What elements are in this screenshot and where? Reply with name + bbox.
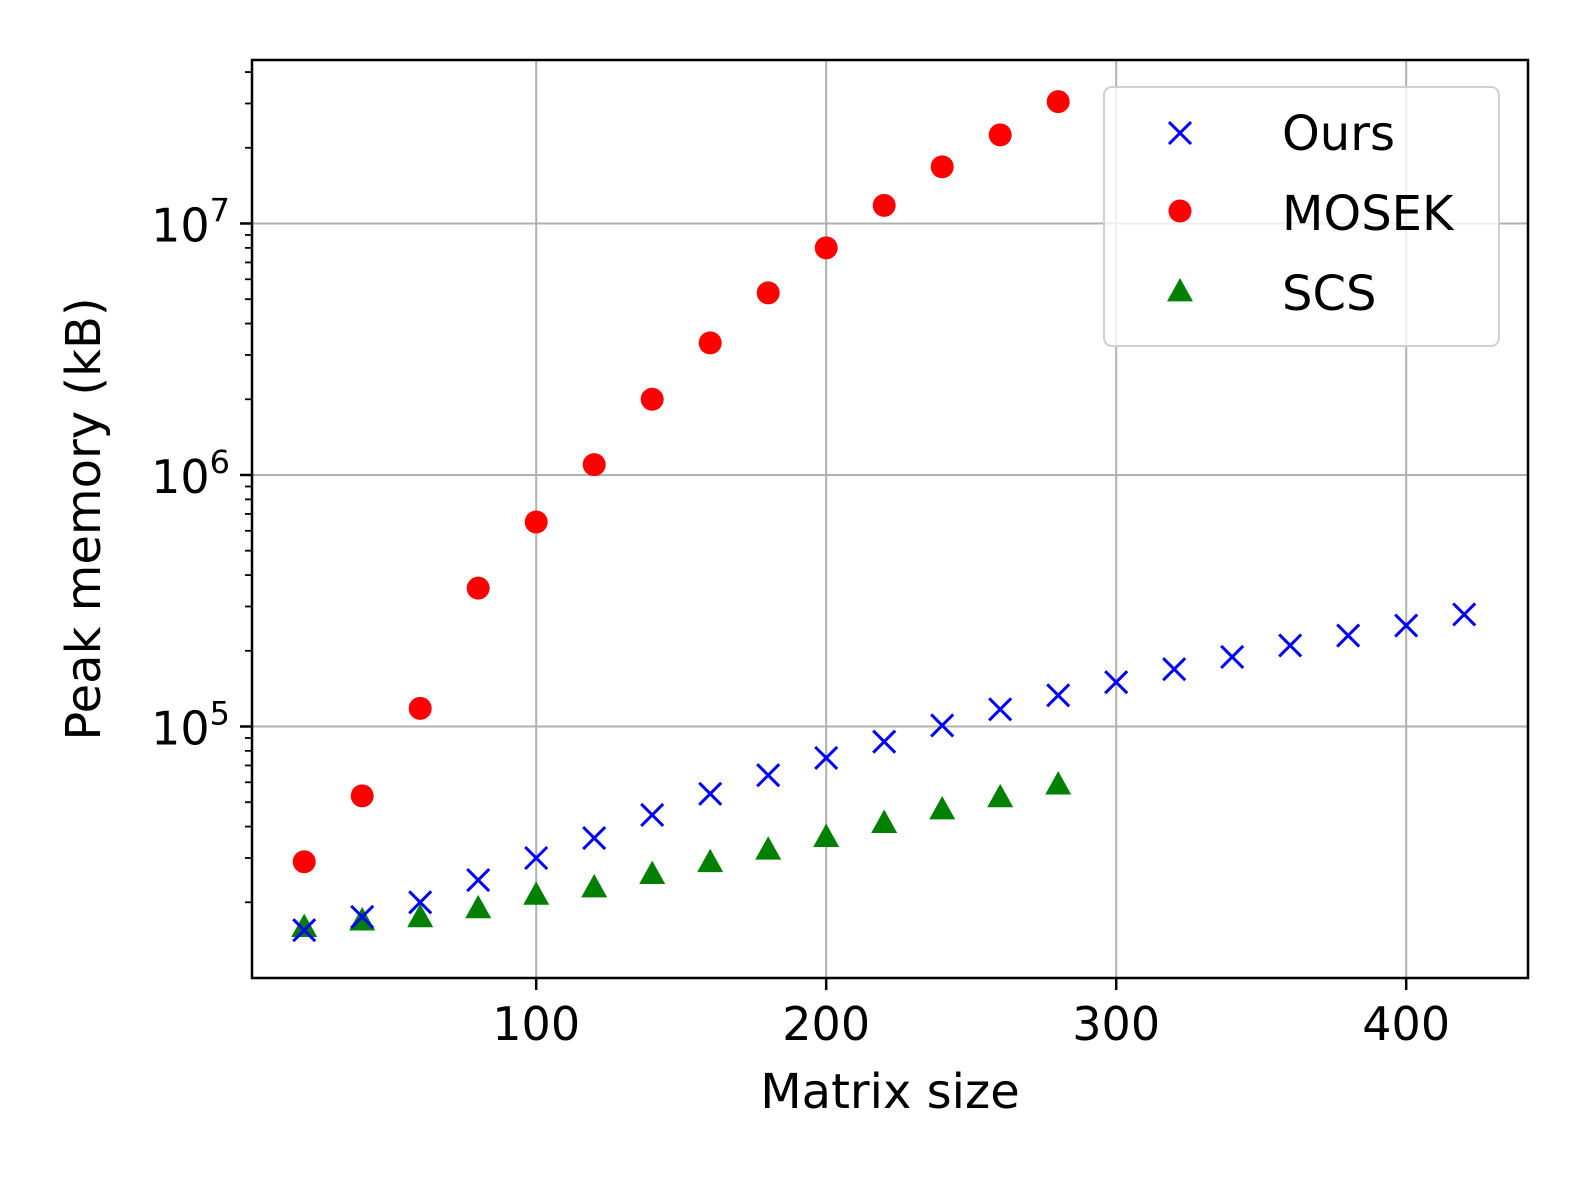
data-point-mosek [872,193,896,217]
data-point-mosek [814,236,838,260]
x-tick-label: 400 [1362,997,1450,1051]
y-tick-label: 107 [151,191,230,252]
data-point-scs [291,913,318,938]
x-tick-label: 200 [782,997,870,1051]
data-point-ours [1278,633,1303,658]
data-point-ours [756,763,781,788]
legend-box [1103,86,1500,347]
data-point-mosek [930,155,954,179]
x-tick-label: 300 [1072,997,1160,1051]
data-point-ours [872,729,897,754]
data-point-ours [524,845,549,871]
data-point-ours [350,904,375,929]
data-point-mosek [640,387,664,411]
data-point-ours [1452,602,1477,627]
data-point-ours [582,826,607,851]
legend-label-mosek: MOSEK [1282,186,1455,242]
data-point-ours [640,802,665,827]
data-point-scs [639,860,666,885]
data-point-ours [408,890,433,915]
data-point-mosek [466,576,490,600]
data-point-scs [871,809,898,833]
data-point-ours [988,697,1013,722]
legend-marker-scs [1167,278,1193,302]
y-axis-title: Peak memory (kB) [56,297,112,740]
data-point-scs [987,783,1014,808]
data-point-ours [1162,657,1187,682]
legend-marker-mosek [1168,199,1192,223]
y-tick-label: 105 [151,694,230,755]
data-point-mosek [756,281,780,305]
legend-label-ours: Ours [1282,106,1395,162]
data-point-mosek [582,453,606,477]
data-point-ours [1104,670,1129,695]
data-point-scs [1045,771,1072,795]
data-point-mosek [408,696,432,720]
data-point-ours [1336,623,1361,648]
data-point-scs [407,903,434,928]
data-point-scs [929,795,956,820]
data-point-scs [581,874,608,898]
data-point-mosek [292,850,316,874]
legend-marker-ours [1167,120,1193,146]
data-point-scs [523,881,550,905]
data-point-ours [698,781,723,806]
y-tick-label: 106 [151,443,230,504]
legend: Ours MOSEK SCS [1103,86,1500,347]
plot-frame [250,58,1530,980]
data-point-scs [755,836,782,860]
data-markers [291,90,1477,943]
data-point-mosek [988,123,1012,147]
data-point-mosek [350,784,374,808]
data-point-ours [1394,613,1419,638]
tick-labels: 100 200 300 400 105 106 107 [151,191,1450,1051]
legend-label-scs: SCS [1282,266,1376,322]
data-point-mosek [1046,90,1070,114]
x-tick-label: 100 [492,997,580,1051]
data-point-scs [465,894,492,919]
data-point-ours [466,868,491,893]
data-point-mosek [524,510,548,534]
data-point-mosek [698,331,722,355]
data-point-ours [930,713,955,738]
data-point-scs [697,848,724,873]
data-point-ours [1046,683,1071,708]
data-point-ours [292,918,317,943]
data-point-scs [813,823,840,847]
x-axis-title: Matrix size [760,1064,1019,1120]
data-point-ours [1220,644,1245,670]
data-point-ours [814,745,839,770]
